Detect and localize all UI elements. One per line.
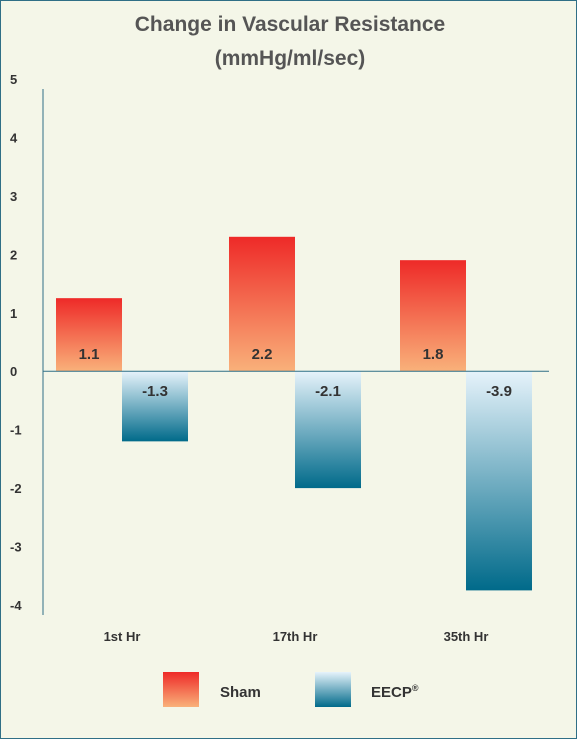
legend: Sham EECP® [163,672,419,707]
y-axis: 5 4 3 2 1 0 -1 -2 -3 -4 [10,72,44,615]
bar-eecp-3 [466,371,532,591]
data-label-sham-3: 1.8 [423,346,444,363]
chart-subtitle: (mmHg/ml/sec) [215,47,366,70]
y-tick-label: 3 [10,189,17,204]
legend-swatch-sham [163,672,199,707]
data-label-eecp-1: -1.3 [142,383,168,400]
legend-label-eecp-text: EECP [371,684,412,701]
data-label-eecp-3: -3.9 [486,383,512,400]
chart-title: Change in Vascular Resistance [135,13,445,36]
y-tick-label: 5 [10,72,17,87]
y-tick-label: 4 [10,130,18,145]
y-tick-label: 2 [10,247,17,262]
bar-sham-1 [56,298,122,372]
bar-sham-3 [400,260,466,372]
y-tick-label: -3 [10,540,22,555]
bar-sham-2 [229,236,295,372]
bars: 1.1 -1.3 2.2 -2.1 1.8 -3.9 [56,236,532,591]
x-tick-label: 1st Hr [104,629,141,644]
x-tick-label: 17th Hr [273,629,318,644]
data-label-eecp-2: -2.1 [315,383,341,400]
x-axis: 1st Hr 17th Hr 35th Hr [43,370,549,644]
legend-label-sham: Sham [220,684,261,701]
legend-label-eecp: EECP® [371,683,419,701]
y-tick-label: -2 [10,481,22,496]
legend-label-eecp-mark: ® [412,683,419,693]
bar-eecp-2 [295,371,361,489]
data-label-sham-1: 1.1 [79,346,100,363]
bar-eecp-1 [122,371,188,442]
data-label-sham-2: 2.2 [252,346,273,363]
y-tick-label: 0 [10,364,17,379]
y-tick-label: 1 [10,306,17,321]
x-tick-label: 35th Hr [444,629,489,644]
y-tick-label: -4 [10,598,22,613]
y-tick-label: -1 [10,423,22,438]
legend-swatch-eecp [315,672,351,707]
